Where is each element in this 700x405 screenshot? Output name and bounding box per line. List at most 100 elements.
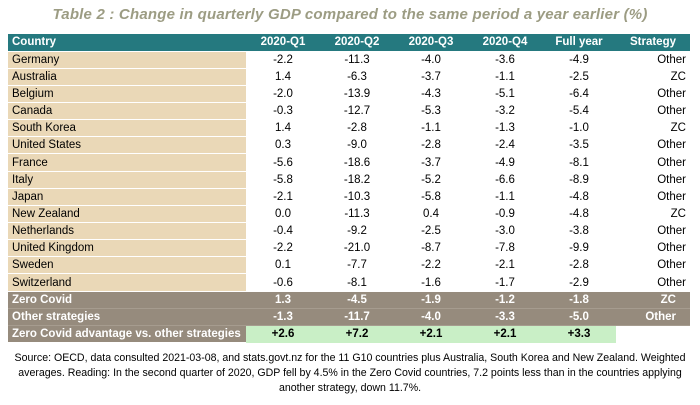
value-cell-q3: -3.7	[394, 153, 468, 172]
table-title: Table 2 : Change in quarterly GDP compar…	[52, 6, 648, 23]
value-cell-year: -2.9	[542, 273, 616, 292]
value-cell-q2: -2.8	[320, 119, 394, 138]
strategy-cell: Other	[616, 273, 690, 292]
table-header: Country 2020-Q1 2020-Q2 2020-Q3 2020-Q4 …	[8, 34, 690, 52]
strategy-cell: Other	[616, 85, 690, 104]
value-cell-q1: 1.4	[246, 119, 320, 138]
header-row: Country 2020-Q1 2020-Q2 2020-Q3 2020-Q4 …	[8, 34, 690, 52]
value-cell-year: -2.5	[542, 68, 616, 86]
header-q1: 2020-Q1	[246, 34, 320, 52]
strategy-cell: Other	[616, 153, 690, 172]
value-cell-year: -2.8	[542, 256, 616, 275]
table-row: South Korea 1.4 -2.8 -1.1 -1.3 -1.0 ZC	[8, 119, 690, 138]
country-cell: Japan	[8, 188, 246, 206]
gdp-table: Country 2020-Q1 2020-Q2 2020-Q3 2020-Q4 …	[8, 34, 690, 344]
table-row: Italy -5.8 -18.2 -5.2 -6.6 -8.9 Other	[8, 171, 690, 189]
table-row: France -5.6 -18.6 -3.7 -4.9 -8.1 Other	[8, 153, 690, 172]
table-row: Australia 1.4 -6.3 -3.7 -1.1 -2.5 ZC	[8, 68, 690, 86]
value-cell-year: -4.8	[542, 188, 616, 206]
value-cell-q4: -7.8	[468, 239, 542, 258]
header-q3: 2020-Q3	[394, 34, 468, 52]
summary-strategy: Other	[616, 308, 690, 326]
value-cell-q3: -3.7	[394, 68, 468, 86]
value-cell-q2: -21.0	[320, 239, 394, 258]
value-cell-q1: -5.8	[246, 171, 320, 189]
table-row: Switzerland -0.6 -8.1 -1.6 -1.7 -2.9 Other	[8, 273, 690, 292]
value-cell-q4: -1.3	[468, 119, 542, 138]
summary-row: Other strategies -1.3 -11.7 -4.0 -3.3 -5.0 Oth…	[8, 308, 690, 326]
header-q4: 2020-Q4	[468, 34, 542, 52]
strategy-cell: ZC	[616, 68, 690, 86]
value-cell-year: -4.8	[542, 205, 616, 224]
summary-value-q2: -11.7	[320, 308, 394, 326]
strategy-cell: Other	[616, 102, 690, 121]
table-row: United Kingdom -2.2 -21.0 -8.7 -7.8 -9.9 Other	[8, 239, 690, 258]
country-cell: Italy	[8, 171, 246, 189]
value-cell-q4: -5.1	[468, 85, 542, 104]
value-cell-year: -1.0	[542, 119, 616, 138]
summary-value-year: -5.0	[542, 308, 616, 326]
advantage-value-q4: +2.1	[468, 325, 542, 343]
advantage-value-q2: +7.2	[320, 325, 394, 343]
value-cell-year: -8.1	[542, 153, 616, 172]
strategy-cell: Other	[616, 239, 690, 258]
value-cell-q2: -6.3	[320, 68, 394, 86]
value-cell-q4: -4.9	[468, 153, 542, 172]
value-cell-q2: -18.2	[320, 171, 394, 189]
table-row: Netherlands -0.4 -9.2 -2.5 -3.0 -3.8 Other	[8, 222, 690, 241]
value-cell-q1: 0.3	[246, 136, 320, 155]
summary-value-q1: 1.3	[246, 291, 320, 309]
value-cell-year: -5.4	[542, 102, 616, 121]
strategy-cell: Other	[616, 51, 690, 69]
value-cell-q4: -1.7	[468, 273, 542, 292]
value-cell-q4: -3.6	[468, 51, 542, 69]
value-cell-q1: -0.6	[246, 273, 320, 292]
table-row: New Zealand 0.0 -11.3 0.4 -0.9 -4.8 ZC	[8, 205, 690, 224]
value-cell-q3: -4.0	[394, 51, 468, 69]
value-cell-q1: 0.0	[246, 205, 320, 224]
country-cell: Australia	[8, 68, 246, 86]
value-cell-year: -4.9	[542, 51, 616, 69]
country-cell: Netherlands	[8, 222, 246, 241]
strategy-cell: Other	[616, 136, 690, 155]
country-cell: Canada	[8, 102, 246, 121]
value-cell-year: -8.9	[542, 171, 616, 189]
summary-value-year: -1.8	[542, 291, 616, 309]
country-cell: Switzerland	[8, 273, 246, 292]
value-cell-q4: -1.1	[468, 68, 542, 86]
summary-value-q3: -4.0	[394, 308, 468, 326]
value-cell-q2: -18.6	[320, 153, 394, 172]
value-cell-q1: -2.2	[246, 51, 320, 69]
value-cell-q1: -2.2	[246, 239, 320, 258]
strategy-cell: Other	[616, 171, 690, 189]
value-cell-q2: -11.3	[320, 51, 394, 69]
value-cell-q2: -7.7	[320, 256, 394, 275]
value-cell-q1: -5.6	[246, 153, 320, 172]
value-cell-q3: -5.3	[394, 102, 468, 121]
summary-label: Zero Covid	[8, 291, 246, 309]
value-cell-year: -9.9	[542, 239, 616, 258]
table-row: Canada -0.3 -12.7 -5.3 -3.2 -5.4 Other	[8, 102, 690, 121]
summary-value-q3: -1.9	[394, 291, 468, 309]
value-cell-year: -3.5	[542, 136, 616, 155]
country-cell: Germany	[8, 51, 246, 69]
summary-label: Other strategies	[8, 308, 246, 326]
table-row: Japan -2.1 -10.3 -5.8 -1.1 -4.8 Other	[8, 188, 690, 206]
value-cell-q2: -8.1	[320, 273, 394, 292]
table-row: Belgium -2.0 -13.9 -4.3 -5.1 -6.4 Other	[8, 85, 690, 104]
header-country: Country	[8, 34, 246, 52]
country-cell: New Zealand	[8, 205, 246, 224]
source-note: Source: OECD, data consulted 2021-03-08,…	[14, 352, 686, 394]
table-row: Sweden 0.1 -7.7 -2.2 -2.1 -2.8 Other	[8, 256, 690, 275]
header-q2: 2020-Q2	[320, 34, 394, 52]
country-cell: Belgium	[8, 85, 246, 104]
value-cell-q3: -2.8	[394, 136, 468, 155]
advantage-blank	[616, 325, 690, 343]
value-cell-q1: 1.4	[246, 68, 320, 86]
value-cell-q4: -2.1	[468, 256, 542, 275]
summary-value-q4: -1.2	[468, 291, 542, 309]
value-cell-q2: -9.2	[320, 222, 394, 241]
table-row: Germany -2.2 -11.3 -4.0 -3.6 -4.9 Other	[8, 51, 690, 69]
strategy-cell: Other	[616, 222, 690, 241]
value-cell-year: -6.4	[542, 85, 616, 104]
